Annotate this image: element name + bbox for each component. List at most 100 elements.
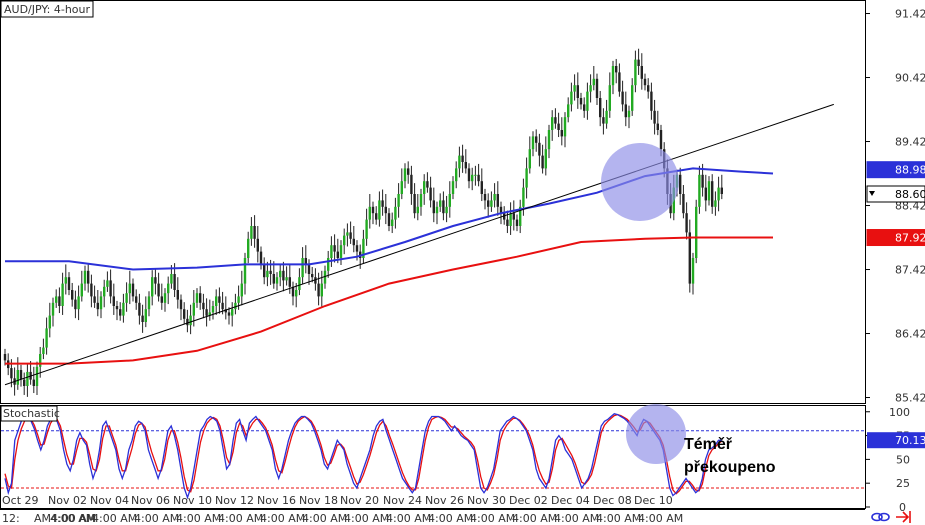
candle-body bbox=[419, 194, 423, 207]
candle-body bbox=[720, 187, 723, 194]
candle-body bbox=[157, 283, 160, 297]
candle-body bbox=[589, 85, 592, 92]
candle-body bbox=[311, 274, 314, 278]
candle-body bbox=[487, 200, 490, 207]
candle-body bbox=[269, 270, 272, 274]
candle-body bbox=[442, 200, 445, 214]
candle-body bbox=[336, 251, 339, 258]
price-panel-frame bbox=[0, 0, 866, 404]
price-plot bbox=[3, 48, 834, 397]
candle-body bbox=[378, 200, 381, 220]
x-date-label: Nov 16 bbox=[257, 494, 296, 507]
candle-body bbox=[579, 98, 583, 105]
price-tag-label: 87.92 bbox=[895, 232, 925, 245]
stochastic-k-line bbox=[4, 412, 722, 500]
candle-body bbox=[423, 181, 426, 194]
chart-title-box bbox=[0, 0, 94, 18]
candle-body bbox=[387, 213, 391, 226]
y-tick-label: 91.42 bbox=[895, 8, 925, 21]
highlight-circle-price bbox=[601, 143, 679, 221]
x-time-label: 4:00 AM bbox=[344, 512, 389, 525]
stoch-y-tick-label: 100 bbox=[889, 406, 910, 419]
price-tag-sma100 bbox=[866, 161, 925, 179]
candle-body bbox=[483, 194, 487, 201]
x-time-label: 4:00 AM bbox=[176, 512, 221, 525]
candle-body bbox=[10, 368, 13, 379]
candle-body bbox=[349, 232, 352, 239]
candle-body bbox=[586, 91, 589, 111]
candle-body bbox=[115, 306, 119, 310]
candle-body bbox=[71, 290, 74, 300]
candle-body bbox=[237, 296, 240, 303]
candle-body bbox=[99, 296, 103, 310]
candle-body bbox=[122, 302, 125, 316]
candle-body bbox=[701, 174, 704, 188]
candle-body bbox=[618, 72, 621, 92]
candle-body bbox=[381, 200, 384, 207]
candle-body bbox=[711, 181, 714, 207]
candle-body bbox=[445, 206, 448, 214]
candle-body bbox=[688, 232, 691, 284]
x-time-label: 4:00 AM bbox=[428, 512, 473, 525]
candle-body bbox=[154, 277, 157, 284]
candle-body bbox=[259, 251, 263, 265]
stochastic-value-label: 70.13 bbox=[895, 434, 925, 447]
candle-body bbox=[320, 283, 323, 297]
candle-body bbox=[279, 270, 282, 278]
candle-body bbox=[637, 59, 640, 66]
candle-body bbox=[464, 162, 467, 169]
candle-body bbox=[256, 238, 259, 252]
candle-body bbox=[51, 302, 55, 316]
candle-body bbox=[685, 213, 688, 233]
candle-body bbox=[634, 59, 637, 86]
candle-body bbox=[531, 136, 535, 150]
candle-body bbox=[522, 187, 525, 207]
candle-body bbox=[3, 354, 7, 361]
candle-body bbox=[96, 302, 99, 310]
candle-body bbox=[128, 283, 131, 294]
candle-body bbox=[605, 110, 608, 124]
candle-body bbox=[282, 270, 285, 281]
candle-body bbox=[243, 258, 247, 284]
candle-body bbox=[541, 155, 544, 169]
candle-body bbox=[135, 296, 138, 303]
candle-body bbox=[410, 174, 413, 194]
arrow-right-icon[interactable] bbox=[896, 511, 911, 523]
candle-body bbox=[35, 366, 39, 386]
candle-body bbox=[167, 283, 170, 294]
link-icon[interactable] bbox=[871, 512, 890, 522]
stochastic-title: Stochastic bbox=[3, 407, 60, 420]
candle-body bbox=[183, 309, 186, 319]
candle-body bbox=[93, 296, 96, 303]
candle-body bbox=[202, 302, 205, 310]
y-tick-label: 87.42 bbox=[895, 264, 925, 277]
candle-body bbox=[544, 149, 547, 169]
price-tag-sma200 bbox=[866, 229, 925, 247]
candle-body bbox=[109, 280, 112, 297]
candle-body bbox=[576, 85, 579, 98]
candle-body bbox=[298, 277, 301, 290]
candle-body bbox=[339, 245, 343, 258]
candle-body bbox=[691, 258, 695, 284]
candle-body bbox=[42, 347, 45, 354]
candle-body bbox=[432, 200, 435, 214]
candle-body bbox=[80, 283, 83, 297]
candle-body bbox=[208, 312, 211, 316]
candle-body bbox=[317, 283, 320, 297]
candle-body bbox=[250, 226, 253, 239]
candle-body bbox=[147, 296, 151, 310]
x-time-label: 12: bbox=[2, 512, 20, 525]
candle-body bbox=[285, 277, 288, 281]
candle-body bbox=[64, 277, 67, 284]
x-date-label: Oct 29 bbox=[2, 494, 39, 507]
candle-body bbox=[375, 213, 378, 220]
candle-body bbox=[365, 219, 368, 239]
trendline bbox=[4, 103, 834, 386]
candle-body bbox=[714, 200, 717, 207]
candle-body bbox=[528, 149, 531, 169]
candle-body bbox=[407, 168, 410, 175]
candle-body bbox=[253, 226, 256, 239]
y-tick-label: 89.42 bbox=[895, 136, 925, 149]
candle-body bbox=[471, 174, 474, 182]
candle-body bbox=[717, 187, 720, 201]
